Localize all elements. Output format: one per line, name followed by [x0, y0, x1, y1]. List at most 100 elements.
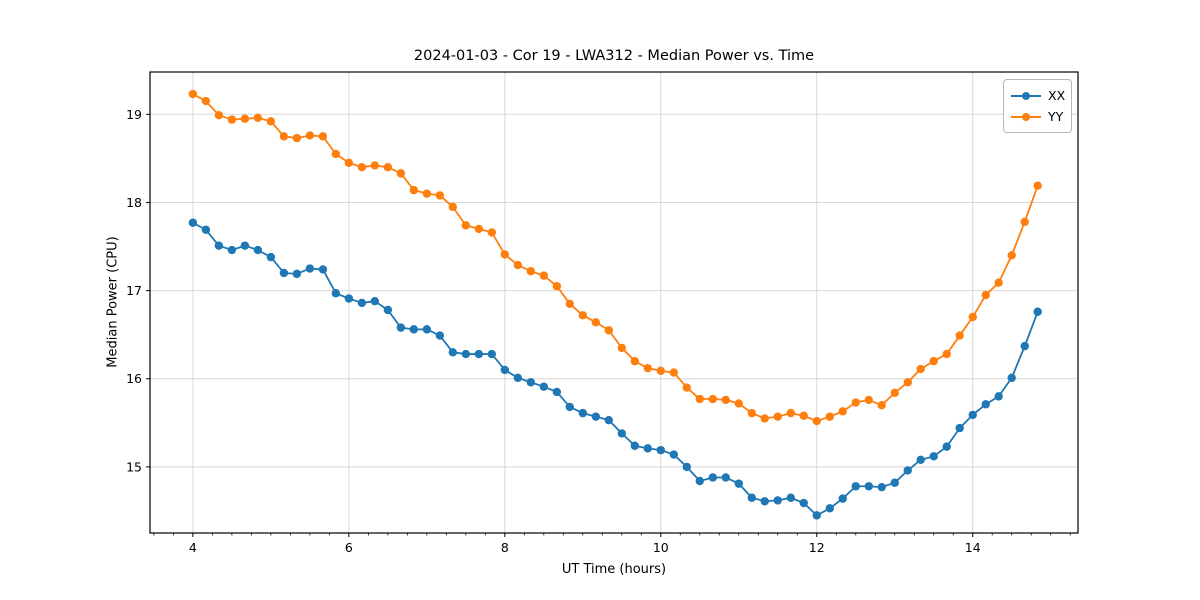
- series-line-yy: [192, 93, 1039, 422]
- data-point-xx: [604, 415, 613, 425]
- data-point-yy: [461, 221, 471, 230]
- legend-label-xx: XX: [1048, 88, 1066, 103]
- data-point-yy: [864, 395, 873, 405]
- data-point-xx: [955, 423, 964, 433]
- data-point-yy: [604, 326, 613, 335]
- data-point-yy: [526, 267, 535, 276]
- data-point-yy: [344, 158, 354, 167]
- data-point-xx: [968, 410, 977, 420]
- data-point-xx: [851, 482, 860, 491]
- data-point-yy: [448, 202, 458, 212]
- plot-border: [149, 71, 1079, 534]
- data-point-xx: [825, 504, 834, 513]
- data-point-xx: [747, 493, 756, 502]
- y-tick-label: 16: [126, 371, 142, 386]
- yy-series-swatch-icon: [1011, 112, 1041, 122]
- data-point-yy: [695, 394, 704, 404]
- data-point-xx: [669, 450, 679, 459]
- data-point-yy: [422, 189, 432, 198]
- x-axis-label: UT Time (hours): [561, 562, 667, 577]
- data-point-xx: [474, 349, 484, 359]
- data-point-yy: [513, 260, 523, 270]
- data-point-yy: [656, 366, 665, 376]
- data-point-yy: [370, 161, 380, 170]
- data-point-xx: [890, 478, 899, 487]
- x-tick-label: 14: [965, 540, 981, 555]
- data-point-xx: [396, 323, 406, 332]
- data-point-xx: [630, 441, 640, 450]
- data-point-yy: [682, 383, 691, 392]
- data-point-yy: [1020, 217, 1029, 227]
- data-point-xx: [344, 294, 354, 303]
- data-point-yy: [240, 114, 250, 123]
- data-point-yy: [760, 414, 769, 423]
- data-point-yy: [786, 408, 795, 418]
- data-point-yy: [877, 400, 886, 410]
- x-tick-label: 12: [809, 540, 825, 555]
- data-point-xx: [942, 442, 951, 451]
- data-point-yy: [409, 185, 419, 195]
- data-point-xx: [318, 265, 328, 274]
- data-point-xx: [539, 382, 549, 391]
- legend-label-yy: YY: [1048, 109, 1064, 124]
- data-point-yy: [903, 378, 912, 387]
- data-point-yy: [643, 363, 652, 373]
- data-point-xx: [903, 466, 912, 475]
- y-tick-label: 17: [126, 283, 142, 298]
- data-point-xx: [201, 225, 211, 234]
- data-point-xx: [864, 482, 873, 491]
- data-point-yy: [565, 299, 574, 309]
- data-point-xx: [578, 408, 588, 418]
- data-point-xx: [552, 387, 562, 397]
- data-point-xx: [838, 494, 847, 503]
- data-point-xx: [279, 268, 289, 278]
- legend: XX YY: [1003, 79, 1072, 133]
- data-point-xx: [305, 264, 315, 273]
- data-point-yy: [734, 399, 743, 408]
- data-point-yy: [981, 290, 990, 300]
- data-point-xx: [487, 349, 496, 359]
- data-point-xx: [734, 479, 743, 488]
- data-point-yy: [773, 412, 782, 421]
- data-point-yy: [292, 133, 302, 143]
- data-point-xx: [773, 496, 782, 505]
- data-point-xx: [695, 476, 704, 486]
- data-point-xx: [500, 365, 510, 375]
- data-point-yy: [201, 96, 211, 106]
- data-point-yy: [747, 408, 756, 418]
- data-point-yy: [487, 228, 496, 237]
- data-point-yy: [266, 117, 276, 126]
- data-point-xx: [929, 452, 938, 461]
- data-point-xx: [409, 325, 419, 334]
- data-point-xx: [799, 498, 808, 508]
- data-point-xx: [617, 429, 626, 438]
- data-point-yy: [669, 368, 679, 377]
- data-point-yy: [253, 113, 263, 123]
- xx-series-swatch-icon: [1011, 91, 1041, 101]
- data-point-yy: [396, 169, 406, 178]
- data-point-yy: [916, 364, 925, 374]
- data-point-xx: [643, 444, 652, 453]
- data-point-yy: [994, 278, 1003, 287]
- chart-title: 2024-01-03 - Cor 19 - LWA312 - Median Po…: [413, 48, 815, 64]
- data-point-yy: [383, 163, 393, 172]
- x-tick-label: 10: [653, 540, 669, 555]
- data-point-xx: [357, 298, 367, 308]
- data-point-yy: [968, 312, 977, 322]
- x-tick-label: 6: [345, 540, 353, 555]
- legend-item-xx: XX: [1011, 85, 1066, 106]
- data-point-yy: [318, 132, 328, 141]
- data-point-yy: [630, 356, 640, 366]
- x-tick-label: 8: [501, 540, 509, 555]
- data-point-yy: [591, 318, 601, 327]
- data-point-xx: [214, 241, 224, 250]
- data-point-xx: [1033, 307, 1042, 316]
- data-point-xx: [812, 511, 821, 520]
- data-point-xx: [253, 245, 263, 255]
- data-point-yy: [617, 343, 626, 353]
- data-point-xx: [448, 348, 458, 357]
- data-point-xx: [266, 252, 276, 262]
- data-point-yy: [1007, 251, 1016, 260]
- data-point-yy: [552, 281, 562, 291]
